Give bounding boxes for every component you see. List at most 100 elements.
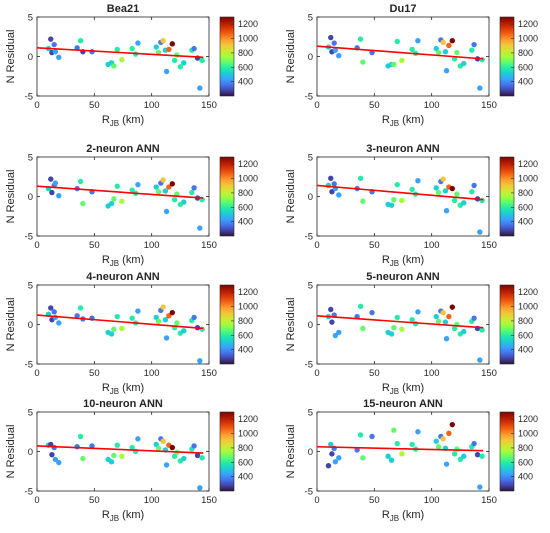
- x-tick-label: 0: [314, 368, 319, 379]
- data-point: [469, 189, 475, 195]
- data-point: [471, 182, 477, 189]
- x-axis-label: RJB (km): [382, 114, 424, 128]
- data-point: [111, 326, 117, 332]
- data-point: [360, 325, 366, 332]
- colorbar-tick-label: 800: [518, 188, 533, 198]
- colorbar-tick-label: 600: [238, 457, 253, 467]
- trend-line: [36, 314, 204, 330]
- trend-line: [316, 45, 484, 60]
- x-tick-label: 100: [424, 100, 440, 111]
- x-axis-label: RJB (km): [102, 509, 144, 523]
- data-point: [153, 184, 159, 190]
- plot-area: [316, 16, 490, 97]
- data-point: [111, 63, 117, 69]
- data-point: [435, 49, 442, 56]
- data-point: [461, 328, 467, 335]
- data-point: [129, 187, 135, 193]
- data-point: [331, 181, 337, 187]
- data-point: [135, 181, 141, 188]
- data-point: [329, 189, 335, 195]
- data-point: [469, 47, 475, 53]
- data-point: [454, 446, 460, 452]
- data-point: [399, 326, 405, 332]
- y-tick-label: 5: [308, 408, 313, 419]
- data-point: [129, 444, 135, 451]
- data-point: [155, 189, 162, 195]
- data-point: [442, 188, 449, 194]
- data-point: [336, 455, 342, 461]
- y-tick-label: 5: [28, 408, 33, 419]
- data-point: [111, 452, 117, 459]
- colorbar-tick-label: 1000: [518, 34, 538, 44]
- x-tick-label: 0: [34, 240, 39, 251]
- x-tick-label: 50: [369, 368, 380, 379]
- data-point: [443, 336, 450, 342]
- colorbar-tick-label: 1000: [238, 302, 258, 312]
- data-point: [360, 455, 366, 461]
- data-point: [440, 436, 446, 442]
- data-point: [177, 64, 184, 70]
- data-point: [197, 85, 203, 91]
- data-point: [394, 181, 400, 188]
- colorbar-tick-label: 1200: [238, 287, 258, 297]
- data-point: [119, 56, 125, 63]
- data-point: [391, 324, 397, 331]
- data-point: [135, 436, 141, 442]
- data-point: [332, 332, 339, 339]
- x-axis-label: RJB (km): [382, 382, 424, 396]
- data-point: [119, 198, 125, 204]
- data-point: [332, 459, 339, 465]
- data-point: [477, 484, 483, 490]
- colorbar-tick-label: 800: [518, 48, 533, 58]
- data-point: [415, 178, 421, 184]
- colorbar-tick-label: 800: [238, 188, 253, 198]
- data-point: [328, 306, 334, 313]
- x-tick-label: 50: [89, 100, 100, 111]
- plot-area: [36, 284, 210, 365]
- y-tick-label: 0: [28, 320, 33, 331]
- x-tick-label: 150: [201, 240, 217, 251]
- panel-title: 10-neuron ANN: [83, 398, 163, 410]
- y-axis-label: N Residual: [285, 298, 297, 352]
- colorbar: [219, 411, 235, 492]
- data-point: [446, 430, 452, 437]
- data-point: [74, 313, 80, 319]
- data-point: [77, 38, 84, 44]
- panel-title: 5-neuron ANN: [366, 271, 440, 283]
- x-tick-label: 150: [481, 100, 497, 111]
- data-point: [332, 47, 339, 53]
- data-point: [433, 185, 439, 191]
- colorbar-tick-label: 600: [518, 330, 533, 340]
- data-point: [443, 68, 450, 74]
- data-point: [357, 432, 364, 438]
- data-point: [328, 441, 334, 448]
- panel-title: Du17: [390, 3, 417, 15]
- colorbar: [219, 284, 235, 365]
- data-point: [461, 453, 467, 459]
- x-tick-label: 0: [314, 240, 319, 251]
- y-tick-label: 0: [308, 192, 313, 203]
- data-point: [360, 198, 366, 204]
- x-axis-label: RJB (km): [102, 254, 144, 268]
- trend-line: [36, 185, 204, 199]
- data-point: [336, 192, 342, 198]
- data-point: [119, 325, 125, 332]
- data-point: [80, 455, 86, 462]
- colorbar-tick-label: 1000: [238, 174, 258, 184]
- x-tick-label: 100: [424, 368, 440, 379]
- y-tick-label: 0: [28, 447, 33, 458]
- data-point: [108, 200, 115, 207]
- data-point: [471, 315, 477, 321]
- x-tick-label: 0: [314, 100, 319, 111]
- colorbar-tick-label: 600: [238, 202, 253, 212]
- y-axis-label: N Residual: [285, 425, 297, 479]
- data-point: [163, 335, 170, 341]
- x-tick-label: 100: [144, 368, 160, 379]
- data-point: [451, 197, 458, 204]
- data-point: [114, 183, 120, 189]
- x-tick-label: 50: [369, 100, 380, 111]
